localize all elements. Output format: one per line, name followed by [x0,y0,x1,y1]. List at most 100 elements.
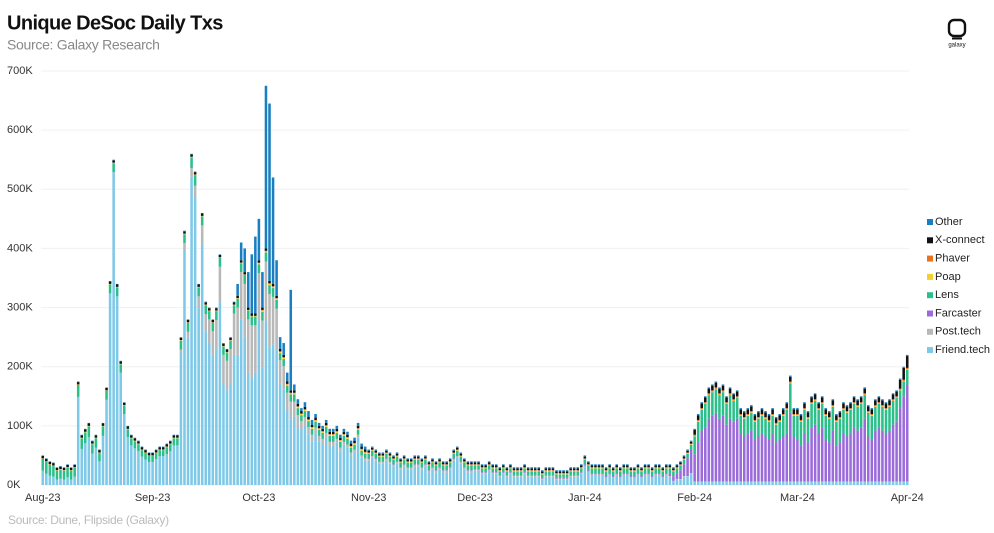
bar-segment [282,357,285,360]
bar-segment [852,402,856,404]
bar-segment [484,472,487,474]
bar-segment [629,468,633,471]
bar-segment [739,408,742,410]
bar-segment [73,476,76,485]
bar-segment [445,465,448,471]
bar-segment [456,456,459,458]
bar-segment [261,307,264,310]
bar-segment [679,479,682,480]
bar-segment [300,413,303,415]
bar-segment [877,397,881,403]
bar-segment [675,467,679,468]
bar-segment [271,283,275,287]
bar-segment [328,431,332,435]
bar-segment [487,462,491,465]
bar-segment [866,411,870,413]
bar-segment [647,464,650,466]
bar-segment [332,434,335,436]
bar-segment [824,481,828,483]
bar-segment [590,467,594,468]
bar-segment [881,406,884,431]
bar-segment [895,390,898,392]
bar-segment [41,456,45,459]
bar-segment [572,470,576,471]
bar-segment [537,471,541,475]
x-tick-label: Jan-24 [568,492,602,504]
bar-segment [285,385,289,393]
bar-segment [208,307,211,309]
bar-segment [236,307,239,355]
bar-segment [218,266,222,303]
bar-segment [452,453,456,459]
bar-segment [409,462,413,468]
bar-segment [441,462,445,465]
bar-segment [654,467,657,469]
bar-segment [317,441,321,485]
bar-segment [657,467,661,468]
bar-segment [378,461,381,464]
bar-segment [441,464,445,465]
bar-segment [516,468,519,471]
bar-segment [399,461,402,462]
y-tick-label: 0K [7,479,21,491]
bar-segment [480,472,484,474]
bar-segment [409,458,413,460]
bar-segment [806,412,810,417]
bar-segment [342,428,346,432]
bar-segment [321,438,324,444]
bar-segment [541,478,544,480]
bar-segment [509,471,512,473]
bar-segment [339,441,342,448]
bar-segment [115,283,119,285]
bar-segment [562,477,565,479]
bar-segment [587,470,590,472]
bar-segment [700,409,704,410]
bar-segment [126,437,130,485]
bar-segment [626,464,629,466]
bar-segment [622,467,626,468]
bar-segment [55,467,59,471]
bar-segment [480,468,484,472]
bar-segment [572,467,576,469]
bar-segment [381,453,385,456]
bar-segment [622,474,626,475]
bar-segment [370,450,374,456]
bar-segment [278,351,282,352]
bar-segment [246,307,250,310]
bar-segment [902,366,905,368]
bar-segment [254,316,257,326]
bar-segment [665,474,668,475]
bar-segment [204,301,208,303]
bar-segment [601,473,604,475]
bar-segment [487,464,491,465]
bar-segment [541,471,544,474]
bar-segment [565,477,569,479]
bar-segment [732,394,735,400]
bar-segment [732,401,735,422]
bar-segment [484,465,487,468]
bar-segment [838,412,842,417]
bar-segment [580,468,583,472]
bar-segment [728,418,732,482]
bar-segment [48,464,52,476]
bar-segment [608,467,611,469]
bar-segment [611,477,615,485]
bar-segment [813,400,817,402]
bar-segment [604,470,608,471]
bar-segment [491,464,494,466]
bar-segment [831,406,835,407]
bar-segment [289,394,293,402]
bar-segment [622,474,626,485]
bar-segment [122,414,126,485]
bar-segment [530,474,533,476]
bar-segment [498,471,502,475]
bar-segment [555,471,558,474]
bar-segment [158,446,161,448]
bar-segment [218,302,222,485]
bar-segment [643,468,647,474]
bar-segment [558,479,562,485]
bar-segment [778,439,781,482]
bar-segment [339,440,342,442]
bar-segment [374,458,378,459]
bar-segment [509,465,512,468]
